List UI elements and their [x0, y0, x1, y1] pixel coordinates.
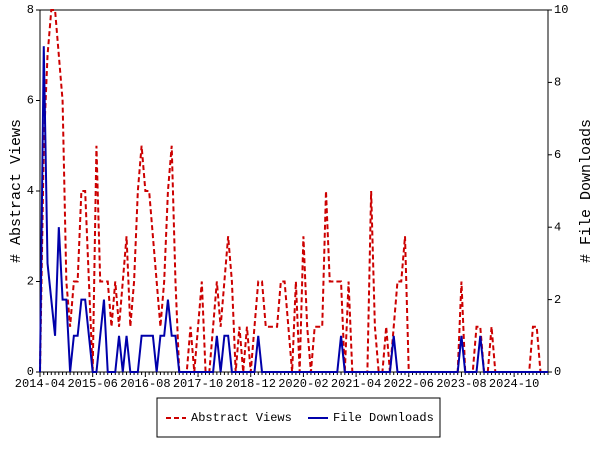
y-tick-label: 6 — [27, 94, 34, 108]
x-tick-label: 2018-12 — [226, 377, 276, 391]
x-tick-label: 2015-06 — [67, 377, 117, 391]
y-tick-label: 2 — [27, 275, 34, 289]
y-tick-label: 0 — [27, 365, 34, 379]
legend-box — [156, 397, 441, 438]
x-tick-label: 2022-06 — [384, 377, 434, 391]
x-tick-label: 2024-10 — [489, 377, 539, 391]
x-tick-label: 2014-04 — [15, 377, 65, 391]
series-line — [39, 46, 548, 373]
y2-tick-label: 8 — [554, 76, 561, 90]
y-tick-label: 8 — [27, 3, 34, 17]
x-tick-label: 2016-08 — [120, 377, 170, 391]
y-axis-label: # Abstract Views — [8, 119, 25, 263]
x-tick-label: 2023-08 — [436, 377, 486, 391]
legend-label: File Downloads — [333, 411, 434, 425]
legend-label: Abstract Views — [191, 411, 292, 425]
y2-tick-label: 6 — [554, 148, 561, 162]
y-tick-label: 4 — [27, 184, 34, 198]
y2-axis-label: # File Downloads — [578, 119, 595, 263]
x-tick-label: 2017-10 — [173, 377, 223, 391]
y2-tick-label: 0 — [554, 365, 561, 379]
x-tick-label: 2021-04 — [331, 377, 381, 391]
y2-tick-label: 10 — [554, 3, 568, 17]
x-tick-label: 2020-02 — [278, 377, 328, 391]
y2-tick-label: 4 — [554, 220, 561, 234]
y2-tick-label: 2 — [554, 293, 561, 307]
series-line — [39, 9, 548, 373]
